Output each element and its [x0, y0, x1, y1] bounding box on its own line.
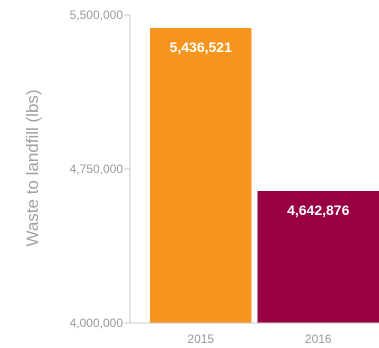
y-axis-title: Waste to landfill (lbs) [23, 89, 42, 246]
bar-value-label: 5,436,521 [170, 39, 232, 55]
x-tick-label: 2015 [187, 332, 214, 346]
y-tick-label: 4,750,000 [70, 162, 124, 176]
bar-2015 [150, 28, 252, 323]
x-tick-label: 2016 [305, 332, 332, 346]
bar-2016 [257, 190, 379, 323]
y-tick-label: 4,000,000 [70, 316, 124, 330]
bar-value-label: 4,642,876 [287, 202, 349, 218]
y-tick-label: 5,500,000 [70, 8, 124, 22]
